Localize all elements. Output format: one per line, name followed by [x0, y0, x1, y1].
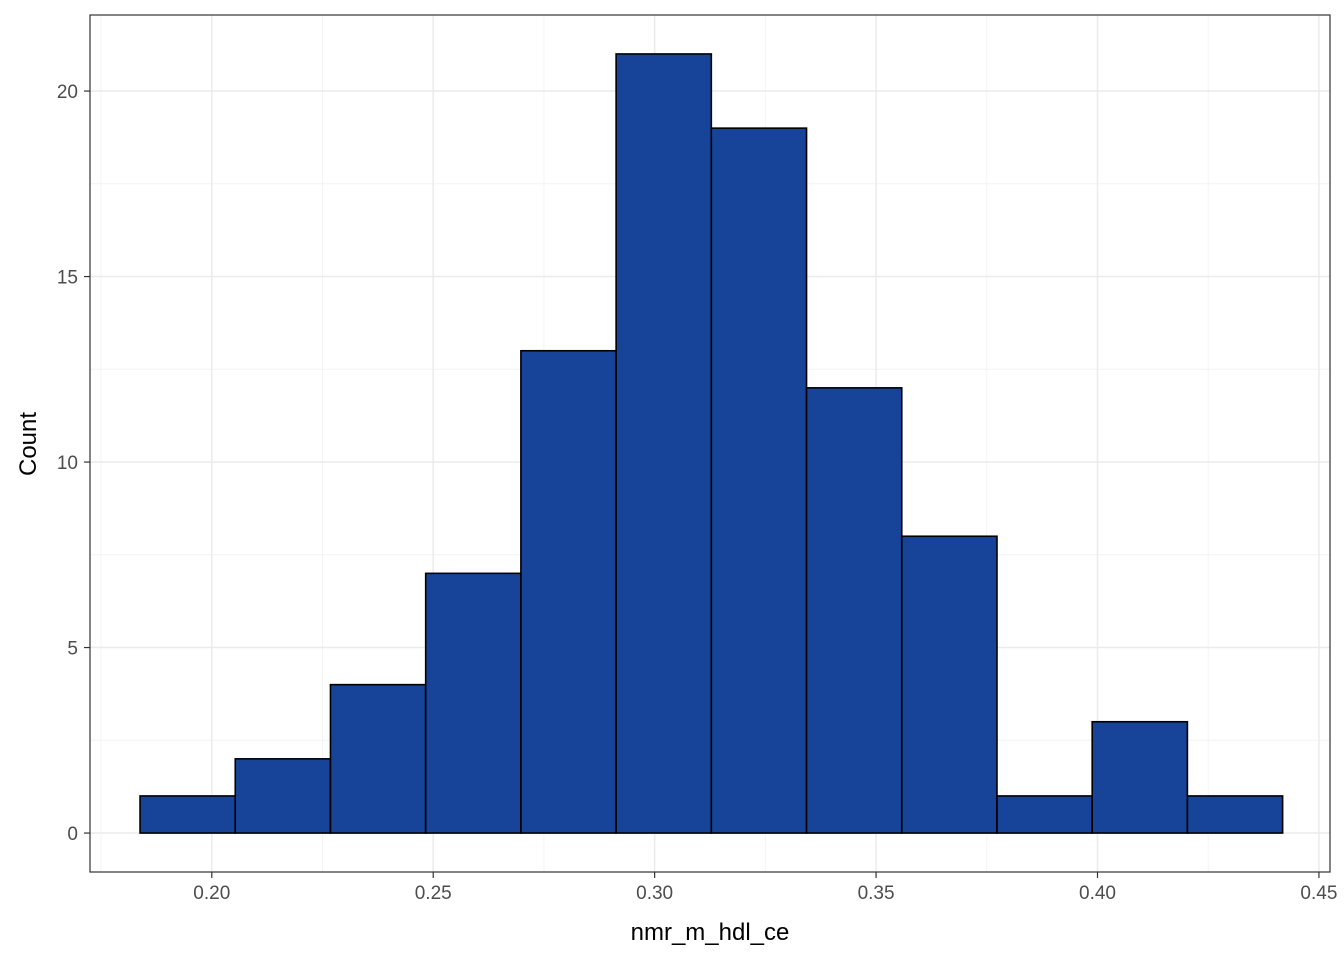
x-tick-label: 0.35 [858, 883, 895, 904]
histogram-bar [139, 795, 237, 834]
x-axis-title: nmr_m_hdl_ce [631, 919, 790, 946]
y-tick-label: 15 [57, 268, 78, 289]
y-axis-ticks: 0 5 10 15 20 [57, 82, 90, 845]
histogram-bar [234, 758, 332, 834]
x-tick-label: 0.40 [1079, 883, 1116, 904]
histogram-bar [1186, 795, 1284, 834]
x-tick-label: 0.20 [193, 883, 230, 904]
histogram-bar [424, 572, 522, 834]
histogram-bar [805, 387, 903, 834]
y-tick-label: 0 [67, 824, 78, 845]
x-tick-label: 0.30 [636, 883, 673, 904]
x-axis-ticks: 0.20 0.25 0.30 0.35 0.40 0.45 [193, 872, 1337, 904]
histogram-bar [1091, 720, 1189, 834]
histogram-bar [615, 53, 713, 834]
y-tick-label: 10 [57, 453, 78, 474]
y-axis-title: Count [15, 412, 42, 476]
histogram-bar [520, 349, 617, 834]
histogram-bar [710, 127, 808, 834]
histogram-bar [900, 535, 998, 834]
x-tick-label: 0.25 [415, 883, 452, 904]
panel-border [89, 14, 1331, 873]
histogram-bar [329, 683, 427, 834]
histogram-bars [139, 53, 1284, 834]
x-tick-label: 0.45 [1300, 883, 1337, 904]
histogram-bar [996, 795, 1093, 834]
y-tick-label: 5 [67, 639, 78, 660]
y-tick-label: 20 [57, 82, 78, 103]
